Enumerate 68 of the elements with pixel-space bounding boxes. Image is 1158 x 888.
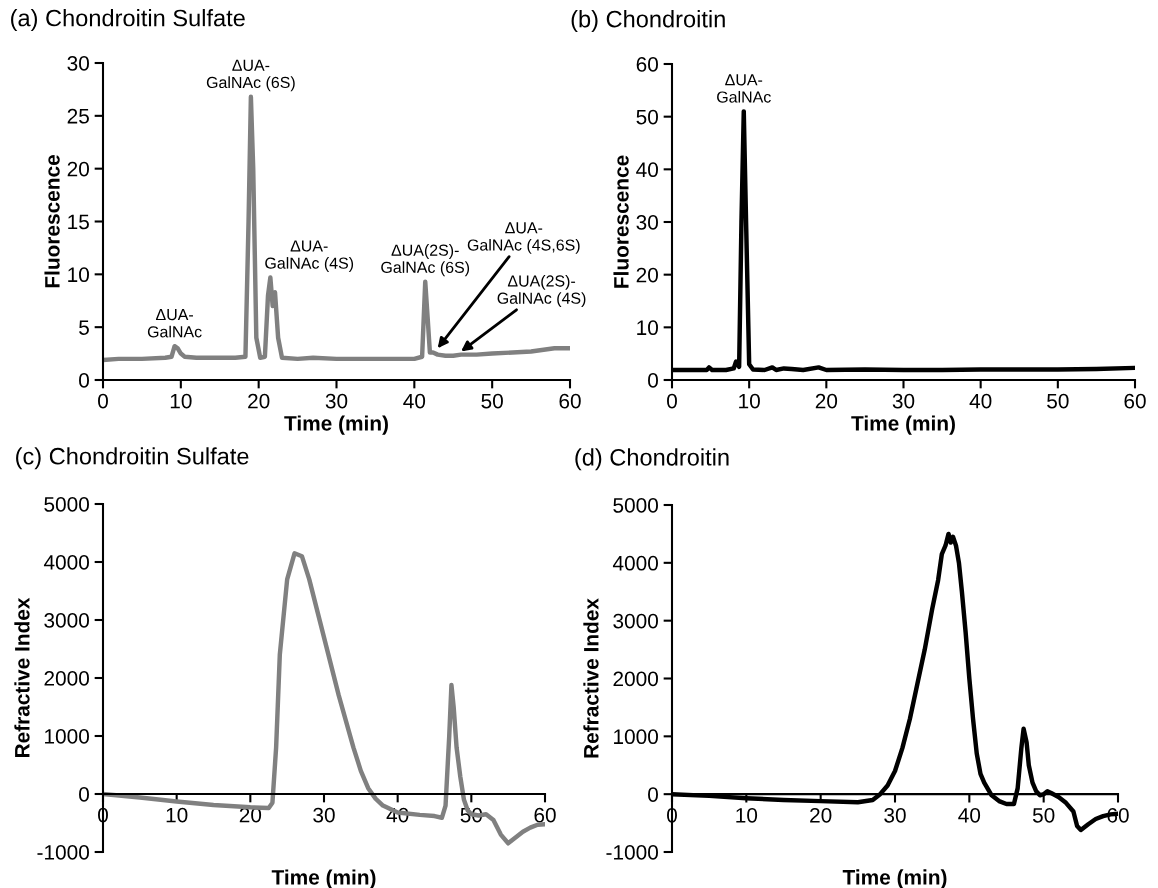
y-tick-label: -1000 <box>37 845 89 860</box>
y-tick-label: 3000 <box>613 613 658 629</box>
y-tick-label: 20 <box>636 267 658 283</box>
x-tick-label: 10 <box>736 807 758 823</box>
y-tick-label: 0 <box>648 787 658 802</box>
y-tick-label: 0 <box>79 787 89 802</box>
y-tick-label: 30 <box>67 56 89 71</box>
x-tick-label: 0 <box>667 393 677 409</box>
x-axis-title: Time (min) <box>842 869 947 888</box>
x-tick-label: 60 <box>1124 393 1146 409</box>
x-tick-label: 60 <box>534 807 556 823</box>
x-tick-label: 30 <box>325 393 348 409</box>
chart-title: (a) Chondroitin Sulfate <box>11 9 245 32</box>
y-tick-label: 10 <box>68 267 89 283</box>
y-axis-title: Fluorescence <box>44 155 60 288</box>
y-tick-label: 4000 <box>612 555 658 571</box>
x-tick-label: 10 <box>166 807 188 823</box>
x-tick-label: 20 <box>810 807 832 823</box>
y-axis-title: Refractive Index <box>583 598 599 758</box>
y-tick-label: 0 <box>79 373 89 388</box>
annotation: ΔUA- GalNAc (4S,6S) <box>467 222 580 254</box>
y-tick-label: 2000 <box>44 671 89 686</box>
y-tick-label: 0 <box>648 373 658 388</box>
y-tick-label: 3000 <box>44 613 89 628</box>
y-tick-label: 25 <box>67 108 89 124</box>
x-tick-label: 50 <box>1047 393 1069 409</box>
y-tick-label: 50 <box>636 109 658 125</box>
x-tick-label: 30 <box>892 393 915 409</box>
x-tick-label: 40 <box>958 807 981 823</box>
chart-title: (b) Chondroitin <box>571 10 725 33</box>
annotation: ΔUA- GalNAc (6S) <box>206 59 295 92</box>
y-tick-label: 4000 <box>43 555 89 570</box>
x-tick-label: 30 <box>884 807 906 823</box>
x-tick-label: 40 <box>969 393 992 409</box>
y-axis-title: Refractive Index <box>14 597 30 758</box>
y-tick-label: 20 <box>67 161 89 177</box>
chart-title: (c) Chondroitin Sulfate <box>16 447 249 470</box>
y-tick-label: 2000 <box>613 671 658 687</box>
x-tick-label: 0 <box>98 393 108 409</box>
x-tick-label: 10 <box>170 393 192 409</box>
x-tick-label: 60 <box>559 393 581 409</box>
annotation: ΔUA- GalNAc <box>147 309 202 338</box>
y-tick-label: -1000 <box>606 845 658 860</box>
y-tick-label: 40 <box>636 162 658 178</box>
y-tick-label: 60 <box>636 57 658 72</box>
y-tick-label: 5 <box>79 320 89 335</box>
chart-title: (d) Chondroitin <box>575 448 729 471</box>
annotation: ΔUA(2S)- GalNAc (4S) <box>497 274 586 308</box>
x-tick-label: 30 <box>313 807 335 823</box>
x-tick-label: 50 <box>1032 807 1055 823</box>
annotation: ΔUA- GalNAc <box>717 74 771 103</box>
y-tick-label: 15 <box>68 214 89 230</box>
x-tick-label: 10 <box>739 393 760 409</box>
x-axis-title: Time (min) <box>284 415 388 435</box>
x-axis-title: Time (min) <box>851 415 955 435</box>
y-tick-label: 5000 <box>44 497 89 512</box>
x-tick-label: 50 <box>481 393 503 409</box>
y-tick-label: 10 <box>637 320 658 336</box>
x-tick-label: 40 <box>403 393 426 409</box>
y-tick-label: 1000 <box>45 729 89 744</box>
x-tick-label: 20 <box>248 393 270 409</box>
annotation: ΔUA- GalNAc (4S) <box>265 240 354 272</box>
y-tick-label: 5000 <box>613 498 658 513</box>
x-axis-title: Time (min) <box>271 869 376 888</box>
y-axis-title: Fluorescence <box>613 155 629 288</box>
x-tick-label: 20 <box>815 393 838 409</box>
y-tick-label: 30 <box>636 215 658 230</box>
y-tick-label: 1000 <box>614 729 658 745</box>
